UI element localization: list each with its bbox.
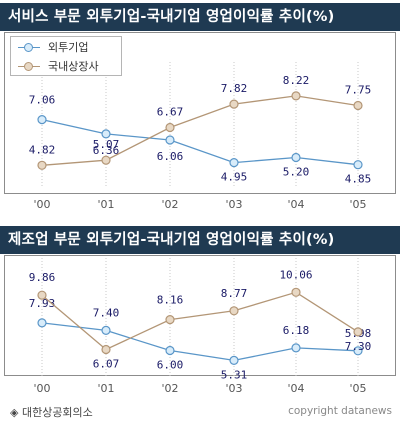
- data-label-service-domestic-3: 7.82: [221, 82, 248, 95]
- data-label-manufacturing-domestic-5: 7.30: [345, 340, 372, 353]
- point-service-foreign-5: [353, 160, 363, 170]
- point-manufacturing-foreign-3: [229, 355, 239, 365]
- x-tick-manufacturing-1: '01: [97, 382, 114, 395]
- point-manufacturing-domestic-3: [229, 306, 239, 316]
- data-label-service-foreign-3: 4.95: [221, 171, 248, 184]
- series-line-service-foreign: [41, 118, 359, 166]
- point-manufacturing-foreign-5: [353, 346, 363, 356]
- legend: 외투기업 국내상장사: [10, 36, 122, 76]
- point-manufacturing-foreign-2: [165, 345, 175, 356]
- data-label-manufacturing-domestic-2: 8.16: [157, 294, 184, 307]
- point-service-domestic-1: [101, 155, 111, 165]
- data-label-manufacturing-foreign-1: 7.40: [93, 306, 120, 319]
- point-manufacturing-foreign-1: [101, 325, 111, 335]
- copyright-note: copyright datanews: [288, 405, 392, 417]
- x-tick-manufacturing-5: '05: [349, 382, 366, 395]
- legend-swatch-foreign: [18, 42, 40, 52]
- legend-label-domestic: 국내상장사: [48, 59, 99, 73]
- x-tick-manufacturing-2: '02: [161, 382, 178, 395]
- source-note: ◈ 대한상공회의소: [10, 406, 93, 419]
- point-manufacturing-domestic-0: [37, 290, 47, 300]
- point-service-foreign-3: [229, 158, 239, 168]
- point-service-foreign-1: [101, 129, 111, 139]
- point-service-domestic-2: [165, 122, 175, 133]
- point-service-domestic-3: [229, 99, 239, 109]
- point-service-foreign-4: [291, 152, 301, 163]
- data-label-service-foreign-2: 6.06: [157, 150, 184, 163]
- point-manufacturing-domestic-4: [291, 287, 301, 297]
- data-label-service-domestic-2: 6.67: [157, 106, 184, 119]
- data-label-service-domestic-4: 8.22: [283, 74, 310, 87]
- point-service-domestic-0: [37, 160, 47, 170]
- point-manufacturing-domestic-5: [353, 327, 363, 337]
- data-label-manufacturing-foreign-2: 6.00: [157, 359, 184, 372]
- data-label-service-foreign-5: 4.85: [345, 173, 372, 186]
- point-service-domestic-5: [353, 100, 363, 111]
- point-service-foreign-2: [165, 135, 175, 145]
- data-label-manufacturing-domestic-0: 9.86: [29, 271, 56, 284]
- point-service-domestic-4: [291, 91, 301, 101]
- data-label-service-domestic-5: 7.75: [345, 84, 372, 97]
- legend-swatch-domestic: [18, 61, 40, 71]
- x-tick-service-3: '03: [225, 198, 242, 211]
- x-tick-service-4: '04: [287, 198, 304, 211]
- series-line-service-domestic: [41, 95, 359, 166]
- x-tick-service-5: '05: [349, 198, 366, 211]
- data-label-service-foreign-4: 5.20: [283, 166, 310, 179]
- data-label-manufacturing-foreign-4: 6.18: [283, 324, 310, 337]
- chart-title-manufacturing: 제조업 부문 외투기업-국내기업 영업이익률 추이(%): [0, 226, 400, 254]
- point-manufacturing-domestic-1: [101, 344, 111, 355]
- series-line-manufacturing-domestic: [41, 291, 359, 351]
- x-tick-manufacturing-3: '03: [225, 382, 242, 395]
- legend-item-foreign: 외투기업: [11, 37, 121, 56]
- x-tick-manufacturing-4: '04: [287, 382, 304, 395]
- data-label-manufacturing-domestic-1: 6.07: [93, 358, 120, 371]
- data-label-manufacturing-foreign-3: 5.31: [221, 368, 248, 381]
- x-tick-service-0: '00: [33, 198, 50, 211]
- data-label-service-foreign-1: 6.36: [93, 144, 120, 157]
- data-label-service-domestic-0: 4.82: [29, 143, 56, 156]
- data-label-manufacturing-domestic-3: 8.77: [221, 287, 248, 300]
- point-service-foreign-0: [37, 114, 47, 125]
- legend-item-domestic: 국내상장사: [11, 56, 121, 75]
- chart-title-service: 서비스 부문 외투기업-국내기업 영업이익률 추이(%): [0, 3, 400, 31]
- series-line-manufacturing-foreign: [41, 322, 359, 362]
- x-tick-service-2: '02: [161, 198, 178, 211]
- point-manufacturing-foreign-0: [37, 318, 47, 328]
- point-manufacturing-domestic-2: [165, 315, 175, 325]
- data-label-service-foreign-0: 7.06: [29, 94, 56, 107]
- point-manufacturing-foreign-4: [291, 343, 301, 353]
- x-tick-service-1: '01: [97, 198, 114, 211]
- data-label-manufacturing-domestic-4: 10.06: [279, 268, 312, 281]
- x-tick-manufacturing-0: '00: [33, 382, 50, 395]
- legend-label-foreign: 외투기업: [48, 40, 89, 54]
- data-label-service-domestic-1: 5.07: [93, 138, 120, 151]
